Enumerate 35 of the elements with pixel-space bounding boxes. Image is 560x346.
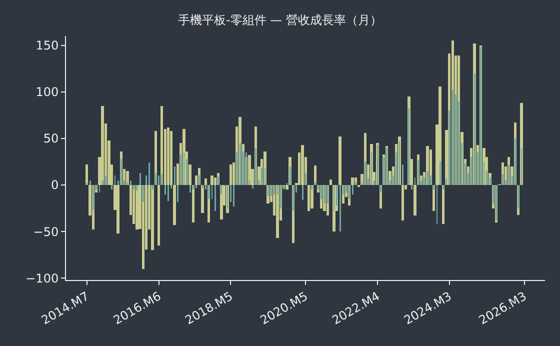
chart-title: 手機平板-零組件 — 營收成長率（月）: [178, 12, 382, 27]
bar: [126, 171, 129, 186]
bar: [308, 185, 310, 212]
bar: [201, 185, 204, 213]
bar: [310, 185, 314, 208]
bar: [204, 178, 208, 186]
bar: [151, 185, 154, 250]
bar: [401, 185, 404, 220]
bar: [338, 136, 342, 186]
bar: [442, 185, 445, 224]
bar: [192, 185, 194, 222]
bar: [160, 106, 164, 186]
y-tick-label: 0: [50, 178, 59, 192]
bar: [157, 185, 160, 246]
bar: [170, 130, 173, 186]
bar: [301, 144, 304, 186]
bar: [276, 185, 279, 238]
bar: [229, 164, 232, 186]
bar: [286, 185, 288, 190]
bar: [166, 127, 170, 186]
y-tick-label: 100: [36, 85, 59, 100]
y-tick-label: −50: [33, 224, 59, 239]
bar: [173, 185, 176, 226]
y-tick-label: 150: [36, 38, 59, 53]
bar: [86, 164, 88, 186]
y-tick-label: −100: [26, 271, 59, 286]
y-tick-label: 50: [43, 132, 59, 146]
bar: [101, 106, 104, 186]
bar: [248, 155, 251, 186]
bar: [329, 179, 332, 186]
bar: [136, 185, 138, 230]
bar: [414, 185, 416, 216]
bar: [351, 178, 354, 186]
bar: [116, 185, 120, 234]
bar: [210, 176, 214, 186]
